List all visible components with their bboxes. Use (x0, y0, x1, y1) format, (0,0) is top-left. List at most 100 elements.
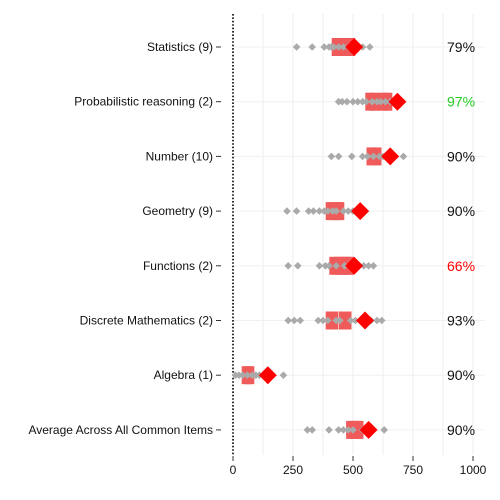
category-row (327, 147, 408, 166)
category-row (334, 92, 407, 111)
other-point (399, 152, 408, 161)
percent-label: 90% (447, 367, 475, 383)
other-point (364, 262, 373, 270)
other-point (344, 426, 352, 434)
category-label: Statistics (9) (147, 40, 213, 54)
category-label: Number (10) (146, 149, 213, 163)
category-label: Average Across All Common Items (28, 423, 213, 437)
category-row (284, 311, 386, 330)
other-point (325, 426, 333, 434)
other-point (336, 316, 344, 325)
other-point (294, 262, 302, 270)
highlight-point (388, 92, 407, 111)
x-tick-label: 0 (230, 463, 237, 477)
other-point (325, 262, 333, 270)
other-point (368, 97, 376, 106)
other-point (381, 97, 390, 106)
other-point (308, 43, 316, 51)
other-point (378, 316, 386, 325)
other-point (340, 262, 349, 270)
other-point (338, 97, 346, 106)
other-point (314, 316, 322, 325)
other-point (315, 262, 324, 270)
percent-label: 79% (447, 39, 475, 55)
category-label: Functions (2) (143, 259, 213, 273)
category-row (283, 202, 370, 221)
other-point (327, 152, 336, 161)
x-tick-label: 500 (343, 463, 363, 477)
highlight-point (345, 256, 364, 275)
category-row (292, 38, 374, 56)
other-point (330, 43, 338, 51)
highlight-point (351, 202, 370, 221)
other-point (363, 152, 372, 161)
other-point (339, 426, 348, 434)
other-point (354, 97, 362, 106)
highlight-point (345, 38, 364, 56)
other-point (279, 371, 288, 379)
other-point (339, 43, 348, 51)
other-point (343, 97, 351, 106)
other-point (284, 316, 292, 325)
other-point (309, 207, 318, 215)
other-point (319, 316, 327, 325)
other-point (292, 43, 301, 51)
category-label: Discrete Mathematics (2) (80, 314, 213, 328)
category-label: Geometry (9) (142, 204, 213, 218)
other-point (334, 152, 343, 161)
x-tick-label: 750 (403, 463, 423, 477)
other-point (324, 207, 332, 215)
other-point (332, 207, 340, 215)
other-point (369, 152, 378, 161)
other-point (366, 43, 374, 51)
other-point (324, 316, 332, 325)
other-point (351, 316, 360, 325)
plot-marks (231, 38, 408, 439)
category-labels: Statistics (9) Probabilistic reasoning (2… (28, 40, 221, 437)
percent-label: 66% (447, 258, 475, 274)
highlight-point (381, 147, 400, 166)
other-point (369, 262, 378, 270)
other-point (303, 426, 312, 434)
other-point (380, 426, 388, 434)
category-row (284, 256, 378, 275)
other-point (308, 426, 316, 434)
other-point (238, 371, 247, 379)
percent-labels: 79% 97% 90% 90% 66% 93% 90% 90% (447, 39, 475, 438)
other-point (304, 207, 313, 215)
other-point (332, 262, 340, 270)
grid-lines (233, 14, 485, 455)
other-point (315, 207, 324, 215)
other-point (376, 97, 385, 106)
highlight-point (258, 366, 277, 385)
other-point (349, 426, 357, 434)
other-point (292, 207, 301, 215)
category-row (303, 420, 388, 439)
other-point (344, 207, 352, 215)
highlight-point (359, 420, 378, 439)
x-axis-ticks: 0 250 500 750 1000 (230, 456, 487, 477)
x-tick-label: 1000 (460, 463, 487, 477)
other-point (339, 207, 348, 215)
other-point (334, 426, 343, 434)
percent-label: 93% (447, 313, 475, 329)
category-label: Probabilistic reasoning (2) (74, 95, 213, 109)
other-point (348, 152, 356, 161)
percent-label: 90% (447, 148, 475, 164)
other-point (243, 371, 252, 379)
percent-label: 97% (447, 94, 475, 110)
other-point (349, 97, 357, 106)
other-point (362, 97, 370, 106)
other-point (284, 262, 292, 270)
other-point (296, 316, 304, 325)
other-point (334, 43, 343, 51)
other-point (358, 152, 367, 161)
other-point (320, 43, 328, 51)
other-point (283, 207, 291, 215)
percent-label: 90% (447, 422, 475, 438)
x-tick-label: 250 (283, 463, 303, 477)
category-label: Algebra (1) (154, 368, 213, 382)
other-point (290, 316, 298, 325)
category-row (231, 366, 288, 385)
